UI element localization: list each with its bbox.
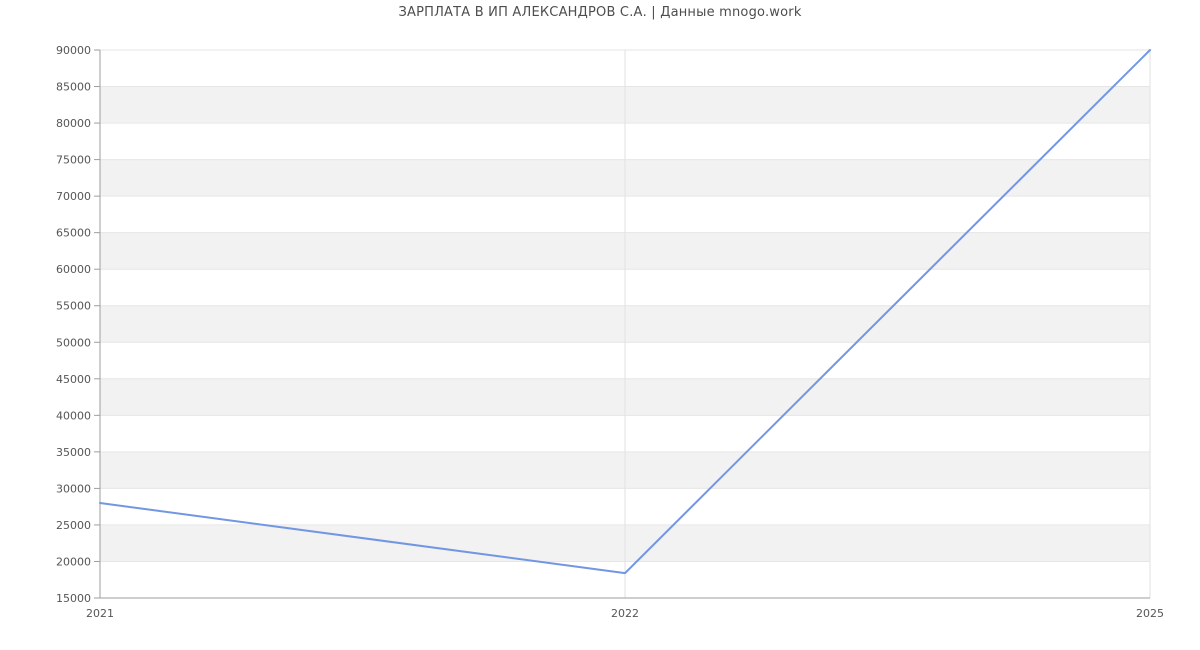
y-tick-label: 75000	[56, 154, 91, 167]
y-tick-label: 45000	[56, 373, 91, 386]
x-tick-label: 2021	[86, 607, 114, 620]
y-tick-label: 90000	[56, 44, 91, 57]
y-tick-label: 65000	[56, 227, 91, 240]
y-tick-label: 70000	[56, 190, 91, 203]
y-tick-label: 30000	[56, 482, 91, 495]
y-tick-label: 50000	[56, 336, 91, 349]
y-tick-label: 15000	[56, 592, 91, 605]
y-tick-label: 60000	[56, 263, 91, 276]
y-tick-label: 35000	[56, 446, 91, 459]
data-line	[99, 49, 1151, 575]
y-tick-label: 40000	[56, 409, 91, 422]
x-tick-label: 2025	[1136, 607, 1164, 620]
y-tick-label: 20000	[56, 555, 91, 568]
x-tick-label: 2022	[611, 607, 639, 620]
y-tick-label: 80000	[56, 117, 91, 130]
chart-title: ЗАРПЛАТА В ИП АЛЕКСАНДРОВ С.А. | Данные …	[398, 5, 802, 20]
y-tick-label: 25000	[56, 519, 91, 532]
y-tick-label: 55000	[56, 300, 91, 313]
y-tick-label: 85000	[56, 81, 91, 94]
